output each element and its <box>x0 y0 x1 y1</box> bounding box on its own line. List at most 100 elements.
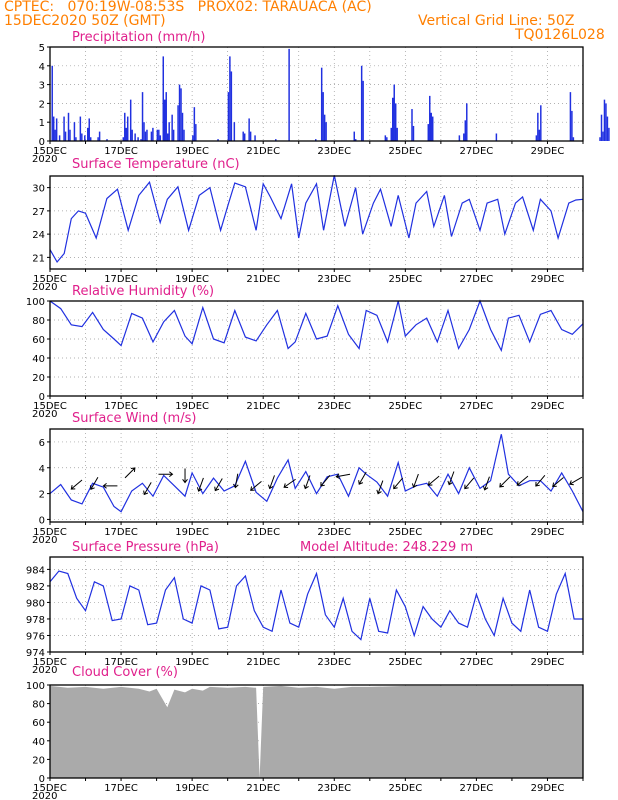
precip-bar <box>429 95 431 141</box>
x-tick-label: 25DEC <box>388 401 422 412</box>
x-tick-label: 25DEC <box>388 146 422 157</box>
x-tick-label: 19DEC <box>175 783 209 794</box>
y-tick-label: 40 <box>32 354 45 365</box>
precip-bar <box>600 114 603 141</box>
precip-bar <box>97 137 99 141</box>
x-tick-label: 27DEC <box>460 146 494 157</box>
wind-vector <box>447 471 455 486</box>
wind-vector <box>303 475 311 490</box>
precip-bar <box>129 99 132 141</box>
x-tick-label: 15DEC <box>33 657 67 668</box>
precip-bar <box>540 105 542 141</box>
y-tick-label: 6 <box>39 438 45 449</box>
precip-bar <box>353 131 355 141</box>
precip-bar <box>81 133 83 141</box>
y-tick-label: 974 <box>26 648 45 659</box>
precip-bar <box>602 131 604 141</box>
precip-bar <box>569 92 572 141</box>
x-tick-label: 19DEC <box>175 146 209 157</box>
x-tick-label: 15DEC <box>33 527 67 538</box>
precip-bar <box>571 110 573 141</box>
panel-4: 0 2 4 6 15DEC 17DEC 19DEC 21DEC 23DEC 25DEC 27DEC 2… <box>32 411 584 546</box>
precip-bar <box>535 135 538 141</box>
y-tick-label: 978 <box>26 615 45 626</box>
precip-bar <box>88 118 90 141</box>
wind-vector <box>516 475 529 486</box>
year-label: 2020 <box>32 154 57 165</box>
run-date: 15DEC2020 50Z (GMT) <box>4 13 166 29</box>
y-tick-label: 100 <box>26 681 45 692</box>
y-tick-label: 982 <box>26 582 45 593</box>
precip-bar <box>168 122 170 141</box>
model-code: TQ0126L028 <box>515 27 605 43</box>
y-tick-label: 100 <box>26 297 45 308</box>
panel-2: 21 24 27 30 15DEC 17DEC 19DEC 21DEC 23DEC 25DEC 27… <box>32 157 584 293</box>
y-tick-label: 1 <box>39 118 45 129</box>
x-tick-label: 29DEC <box>531 401 565 412</box>
panel-title: Surface Temperature (nC) <box>72 157 240 172</box>
y-tick-label: 3 <box>39 81 45 92</box>
wind-vector <box>320 474 331 487</box>
precip-bar <box>323 114 326 141</box>
wind-vector <box>464 477 475 490</box>
wind-vector <box>196 477 204 492</box>
panel-title: Relative Humidity (%) <box>72 284 214 299</box>
precip-bar <box>67 112 70 141</box>
x-tick-label: 21DEC <box>246 401 280 412</box>
series-line <box>49 175 584 264</box>
year-label: 2020 <box>32 791 57 800</box>
panel-title: Precipitation (mm/h) <box>72 30 205 45</box>
precip-bar <box>192 135 194 141</box>
precip-bar <box>64 131 67 141</box>
precip-bar <box>229 56 231 141</box>
x-tick-label: 29DEC <box>531 274 565 285</box>
precip-bar <box>392 97 394 141</box>
precip-bar <box>98 131 101 141</box>
station-header: CPTEC: 070:19W-08:53S PROX02: TARAUACA (… <box>4 0 372 15</box>
precip-bar <box>55 118 58 141</box>
panel-title: Surface Wind (m/s) <box>72 411 196 426</box>
model-altitude-label: Model Altitude: 248.229 m <box>300 540 473 555</box>
vertical-grid-note: Vertical Grid Line: 50Z <box>418 13 575 29</box>
wind-vector <box>124 467 136 479</box>
precip-bar <box>126 116 129 141</box>
x-tick-label: 17DEC <box>104 146 138 157</box>
wind-vector <box>535 474 546 487</box>
precip-bar <box>143 122 145 141</box>
precip-bar <box>183 129 185 141</box>
precip-bar <box>390 127 393 141</box>
precip-bar <box>394 103 397 141</box>
x-tick-label: 15DEC <box>33 401 67 412</box>
x-tick-label: 23DEC <box>317 274 351 285</box>
precip-bar <box>572 137 575 141</box>
y-tick-label: 4 <box>39 62 45 73</box>
cloud-area <box>50 685 583 778</box>
y-tick-label: 60 <box>32 335 45 346</box>
y-tick-label: 0 <box>39 774 45 785</box>
precip-bar <box>248 118 250 141</box>
precip-bar <box>63 116 65 141</box>
precip-bar <box>171 114 173 141</box>
precip-bar <box>431 116 434 141</box>
precip-bar <box>427 124 430 141</box>
precip-bar <box>243 133 246 141</box>
x-tick-label: 17DEC <box>104 401 138 412</box>
plot-frame <box>49 175 584 270</box>
precip-bar <box>288 48 290 141</box>
y-tick-label: 2 <box>39 490 45 501</box>
x-tick-label: 17DEC <box>104 657 138 668</box>
x-tick-label: 25DEC <box>388 657 422 668</box>
x-tick-label: 29DEC <box>531 657 565 668</box>
year-label: 2020 <box>32 535 57 546</box>
y-tick-label: 2 <box>39 99 45 110</box>
plot-frame <box>49 46 584 142</box>
y-tick-label: 20 <box>32 373 45 384</box>
x-tick-label: 29DEC <box>531 527 565 538</box>
precip-bar <box>354 139 357 141</box>
y-tick-label: 0 <box>39 137 45 148</box>
wind-vector <box>182 468 188 484</box>
precip-bar <box>217 139 219 141</box>
wind-vector <box>499 476 511 488</box>
x-tick-label: 15DEC <box>33 274 67 285</box>
